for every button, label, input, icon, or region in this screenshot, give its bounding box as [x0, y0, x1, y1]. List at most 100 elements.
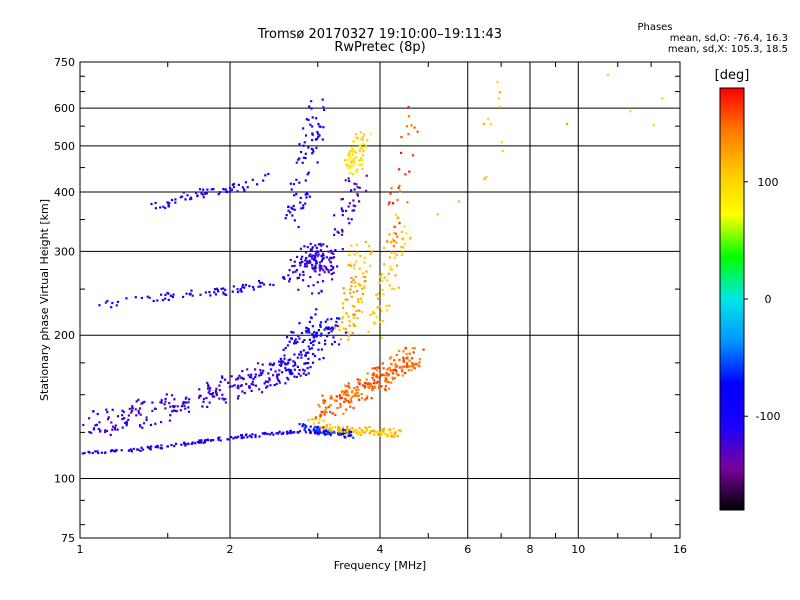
echo-point-o-mode	[243, 189, 246, 192]
echo-point-o-mode	[336, 230, 339, 233]
echo-point-o-mode	[123, 417, 126, 420]
echo-point-o-mode	[352, 204, 355, 207]
echo-point-x-mode	[360, 158, 363, 161]
echo-point-o-mode	[184, 407, 187, 410]
echo-point-x-mode	[320, 410, 323, 413]
echo-point-o-mode	[167, 203, 170, 206]
echo-point-x-mode	[390, 241, 393, 244]
echo-point-o-mode	[298, 369, 301, 372]
echo-point-o-mode	[309, 316, 313, 319]
echo-point-o-mode	[311, 139, 314, 142]
echo-point-o-mode	[269, 384, 272, 387]
echo-point-o-mode	[302, 349, 305, 352]
echo-point-o-mode	[295, 178, 298, 181]
echo-point-o-mode	[320, 244, 323, 247]
echo-point-o-mode	[224, 378, 227, 381]
echo-point-x-mode	[366, 383, 369, 386]
echo-point-o-mode	[242, 377, 245, 381]
echo-point-o-mode	[326, 335, 329, 338]
echo-point-o-mode	[261, 363, 264, 366]
echo-point-o-mode	[106, 418, 110, 421]
echo-point-o-mode	[87, 450, 90, 453]
echo-point-o-mode	[159, 206, 162, 209]
echo-point-o-mode	[229, 187, 232, 190]
echo-point-x-mode	[382, 429, 385, 432]
echo-point-o-mode	[307, 260, 310, 263]
echo-point-x-mode	[381, 288, 384, 291]
echo-point-o-mode	[289, 369, 292, 372]
echo-point-o-mode	[269, 368, 273, 371]
echo-point-x-mode	[346, 159, 349, 162]
echo-point-x-mode	[402, 359, 405, 362]
echo-point-x-mode	[393, 377, 396, 380]
echo-point-x-mode	[359, 145, 362, 149]
echo-point-o-mode	[164, 407, 167, 410]
echo-point-o-mode	[248, 386, 251, 389]
echo-point-o-mode	[160, 401, 163, 404]
echo-point-o-mode	[288, 280, 291, 283]
echo-point-o-mode	[325, 256, 328, 259]
echo-point-o-mode	[305, 331, 308, 334]
echo-point-o-mode	[202, 188, 205, 191]
echo-point-o-mode	[271, 363, 274, 367]
echo-point-x-mode	[345, 389, 348, 392]
echo-point-o-mode	[308, 105, 311, 108]
echo-point-o-mode	[135, 400, 138, 403]
echo-point-o-mode	[302, 144, 305, 147]
echo-point-o-mode	[324, 430, 328, 433]
echo-point-o-mode	[322, 357, 325, 360]
echo-point-o-mode	[317, 425, 320, 428]
echo-point-o-mode	[254, 384, 258, 387]
echo-point-o-mode	[314, 244, 317, 247]
echo-point-o-mode	[168, 419, 171, 422]
echo-point-x-mode	[322, 419, 325, 422]
echo-point-o-mode	[348, 432, 351, 435]
echo-point-x-mode	[359, 284, 362, 287]
echo-point-x-mode	[395, 241, 398, 244]
echo-point-o-mode	[217, 193, 220, 196]
echo-point-o-mode	[149, 423, 152, 426]
echo-point-o-mode	[257, 285, 260, 288]
echo-point-x-mode	[377, 292, 380, 295]
echo-point-o-mode	[163, 403, 166, 406]
echo-point-o-mode	[282, 431, 285, 434]
echo-point-x-mode	[355, 394, 358, 398]
echo-point-o-mode	[331, 256, 334, 260]
echo-point-o-mode	[341, 248, 344, 251]
echo-point-x-mode	[337, 428, 340, 431]
echo-point-o-mode	[171, 410, 174, 413]
echo-point-o-mode	[164, 400, 167, 403]
echo-point-x-mode	[354, 275, 357, 278]
echo-point-o-mode	[173, 409, 176, 412]
echo-point-o-mode	[302, 423, 305, 426]
echo-point-x-mode	[566, 123, 569, 126]
echo-point-o-mode	[127, 414, 130, 417]
echo-point-o-mode	[315, 251, 318, 254]
echo-point-x-mode	[375, 316, 378, 319]
echo-point-x-mode	[346, 331, 350, 334]
echo-point-o-mode	[289, 258, 292, 261]
echo-point-x-mode	[389, 265, 392, 268]
x-tick-label: 16	[673, 543, 687, 556]
echo-point-o-mode	[120, 449, 123, 452]
echo-point-o-mode	[289, 182, 292, 185]
echo-point-o-mode	[316, 131, 319, 134]
echo-point-o-mode	[81, 452, 84, 455]
echo-point-x-mode	[341, 426, 344, 429]
echo-point-o-mode	[318, 125, 321, 128]
echo-point-o-mode	[110, 306, 113, 309]
echo-point-x-mode	[348, 324, 351, 327]
echo-point-x-mode	[376, 297, 380, 300]
echo-point-o-mode	[138, 424, 142, 427]
echo-point-x-mode	[359, 255, 362, 258]
echo-point-o-mode	[353, 188, 356, 191]
echo-point-x-mode	[394, 213, 398, 216]
echo-point-o-mode	[215, 392, 218, 395]
echo-point-o-mode	[297, 288, 300, 291]
echo-point-o-mode	[250, 382, 253, 385]
echo-point-o-mode	[96, 450, 99, 453]
echo-point-o-mode	[111, 408, 114, 411]
echo-point-x-mode	[402, 356, 405, 359]
echo-point-o-mode	[149, 446, 152, 449]
echo-point-o-mode	[285, 430, 289, 434]
